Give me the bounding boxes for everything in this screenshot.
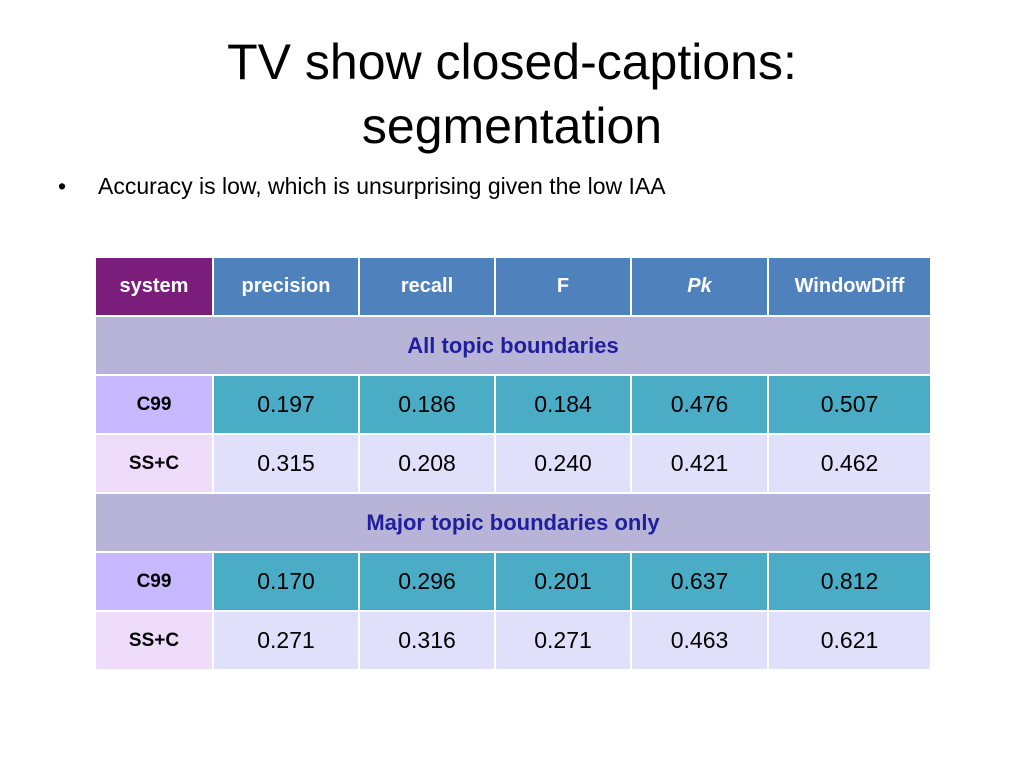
windowdiff-cell: 0.621 — [767, 610, 932, 671]
pk-cell: 0.463 — [630, 610, 769, 671]
table-row: SS+C 0.315 0.208 0.240 0.421 0.462 — [94, 433, 932, 494]
slide-title-line-2: segmentation — [361, 98, 663, 154]
slide-title: TV show closed-captions: segmentation — [0, 30, 1024, 158]
table-row: C99 0.170 0.296 0.201 0.637 0.812 — [94, 551, 932, 612]
system-cell: SS+C — [94, 433, 214, 494]
pk-cell: 0.637 — [630, 551, 769, 612]
pk-cell: 0.476 — [630, 374, 769, 435]
results-table: system precision recall F Pk WindowDiff … — [94, 256, 932, 671]
pk-cell: 0.421 — [630, 433, 769, 494]
windowdiff-cell: 0.812 — [767, 551, 932, 612]
recall-cell: 0.186 — [358, 374, 496, 435]
system-cell: C99 — [94, 374, 214, 435]
header-windowdiff: WindowDiff — [767, 256, 932, 317]
table-header-row: system precision recall F Pk WindowDiff — [94, 256, 932, 317]
section-label: Major topic boundaries only — [94, 492, 932, 553]
recall-cell: 0.296 — [358, 551, 496, 612]
system-cell: SS+C — [94, 610, 214, 671]
slide-title-line-1: TV show closed-captions: — [227, 34, 797, 90]
precision-cell: 0.197 — [212, 374, 360, 435]
windowdiff-cell: 0.507 — [767, 374, 932, 435]
header-recall: recall — [358, 256, 496, 317]
system-cell: C99 — [94, 551, 214, 612]
recall-cell: 0.316 — [358, 610, 496, 671]
f-cell: 0.201 — [494, 551, 632, 612]
table-row: C99 0.197 0.186 0.184 0.476 0.507 — [94, 374, 932, 435]
section-label: All topic boundaries — [94, 315, 932, 376]
f-cell: 0.240 — [494, 433, 632, 494]
header-system: system — [94, 256, 214, 317]
windowdiff-cell: 0.462 — [767, 433, 932, 494]
table-row: SS+C 0.271 0.316 0.271 0.463 0.621 — [94, 610, 932, 671]
section-row-all-topic: All topic boundaries — [94, 315, 932, 376]
bullet-point: • Accuracy is low, which is unsurprising … — [58, 170, 666, 202]
f-cell: 0.184 — [494, 374, 632, 435]
bullet-dot-icon: • — [58, 173, 67, 199]
precision-cell: 0.271 — [212, 610, 360, 671]
f-cell: 0.271 — [494, 610, 632, 671]
precision-cell: 0.170 — [212, 551, 360, 612]
precision-cell: 0.315 — [212, 433, 360, 494]
header-f: F — [494, 256, 632, 317]
bullet-text: Accuracy is low, which is unsurprising g… — [98, 173, 666, 199]
section-row-major-topic: Major topic boundaries only — [94, 492, 932, 553]
header-pk: Pk — [630, 256, 769, 317]
header-precision: precision — [212, 256, 360, 317]
recall-cell: 0.208 — [358, 433, 496, 494]
